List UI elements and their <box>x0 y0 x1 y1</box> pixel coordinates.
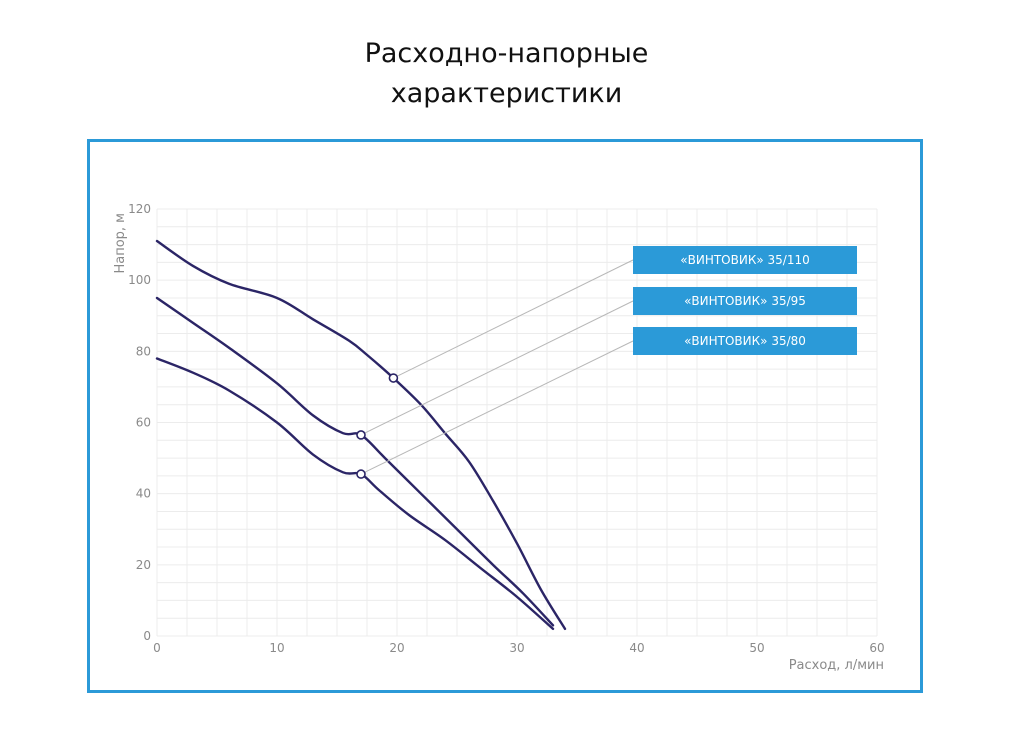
series-line <box>155 296 555 627</box>
y-tick-label: 20 <box>136 558 151 572</box>
x-tick-label: 60 <box>869 641 884 655</box>
legend-leader-line <box>393 259 634 379</box>
y-tick-label: 40 <box>136 487 151 501</box>
x-axis-label: Расход, л/мин <box>789 658 884 673</box>
x-tick-label: 40 <box>629 641 644 655</box>
legend-leader-line <box>360 300 634 436</box>
legend-box <box>633 327 857 355</box>
x-tick-label: 50 <box>749 641 764 655</box>
x-tick-label: 30 <box>509 641 524 655</box>
y-axis-label: Напор, м <box>113 213 128 274</box>
legend-label: «ВИНТОВИК» 35/110 <box>680 253 809 267</box>
legend-label: «ВИНТОВИК» 35/80 <box>684 334 806 348</box>
y-tick-label: 80 <box>136 344 151 358</box>
chart-title-line-2: характеристики <box>390 78 623 109</box>
x-tick-label: 20 <box>389 641 404 655</box>
legend-box <box>633 246 857 274</box>
chart-title: Расходно-напорные характеристики <box>0 34 1013 114</box>
legend-label: «ВИНТОВИК» 35/95 <box>684 294 806 308</box>
legend-box <box>633 287 857 315</box>
x-tick-label: 0 <box>153 641 161 655</box>
y-tick-label: 120 <box>128 202 151 216</box>
legend-leader-line <box>360 340 634 475</box>
y-tick-label: 0 <box>143 629 151 643</box>
y-tick-label: 100 <box>128 273 151 287</box>
series-marker <box>356 469 366 479</box>
chart-title-line-1: Расходно-напорные <box>364 38 649 69</box>
x-tick-label: 10 <box>269 641 284 655</box>
series-marker <box>356 430 366 440</box>
series-marker <box>388 373 399 383</box>
y-tick-label: 60 <box>136 416 151 430</box>
